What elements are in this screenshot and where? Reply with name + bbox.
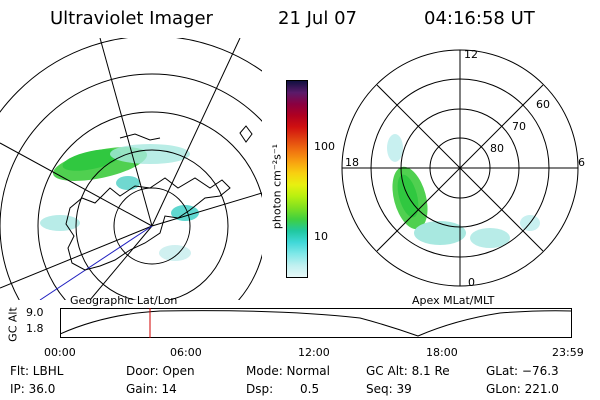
colorbar-tick-10: 10	[314, 230, 328, 243]
mlt-label-6: 6	[578, 156, 585, 169]
observation-date: 21 Jul 07	[278, 8, 357, 29]
lat-label-80: 80	[490, 142, 504, 155]
altitude-ytick-low: 1.8	[26, 322, 44, 335]
altitude-xtick-1200: 12:00	[298, 346, 330, 359]
colorbar-tick-100: 100	[314, 140, 335, 153]
mlt-label-12: 12	[464, 48, 478, 61]
altitude-ytick-high: 9.0	[26, 306, 44, 319]
colorbar-gradient	[287, 81, 307, 277]
status-door: Door: Open	[126, 364, 195, 378]
status-dsp-value: 0.5	[300, 382, 320, 396]
colorbar-unit-label: photon cm⁻²s⁻¹	[270, 143, 284, 230]
status-gc-alt: GC Alt: 8.1 Re	[366, 364, 450, 378]
status-dsp-label: Dsp:	[246, 382, 274, 396]
mlt-label-0: 0	[468, 276, 475, 289]
altitude-xtick-2359: 23:59	[552, 346, 584, 359]
mlt-label-18: 18	[345, 156, 359, 169]
geographic-map	[0, 38, 262, 300]
altitude-xtick-0600: 06:00	[170, 346, 202, 359]
altitude-xtick-0000: 00:00	[44, 346, 76, 359]
status-glon: GLon: 221.0	[486, 382, 559, 396]
status-seq: Seq: 39	[366, 382, 412, 396]
instrument-title: Ultraviolet Imager	[50, 8, 213, 29]
altitude-curve	[60, 310, 572, 337]
coastline	[65, 177, 231, 271]
observation-time: 04:16:58 UT	[424, 8, 535, 29]
altitude-xtick-1800: 18:00	[426, 346, 458, 359]
status-ip: IP: 36.0	[10, 382, 56, 396]
altitude-plot	[60, 308, 572, 338]
status-mode: Mode: Normal	[246, 364, 330, 378]
status-gain: Gain: 14	[126, 382, 177, 396]
altitude-ylabel: GC Alt	[6, 307, 20, 342]
aurora-emission-left	[40, 144, 199, 261]
status-filter: Flt: LBHL	[10, 364, 64, 378]
geographic-caption: Geographic Lat/Lon	[70, 294, 178, 307]
magnetic-map	[341, 49, 579, 287]
magnetic-caption: Apex MLat/MLT	[412, 294, 495, 307]
lat-label-70: 70	[512, 120, 526, 133]
lat-label-60: 60	[536, 98, 550, 111]
status-glat: GLat: −76.3	[486, 364, 559, 378]
colorbar	[286, 80, 308, 278]
